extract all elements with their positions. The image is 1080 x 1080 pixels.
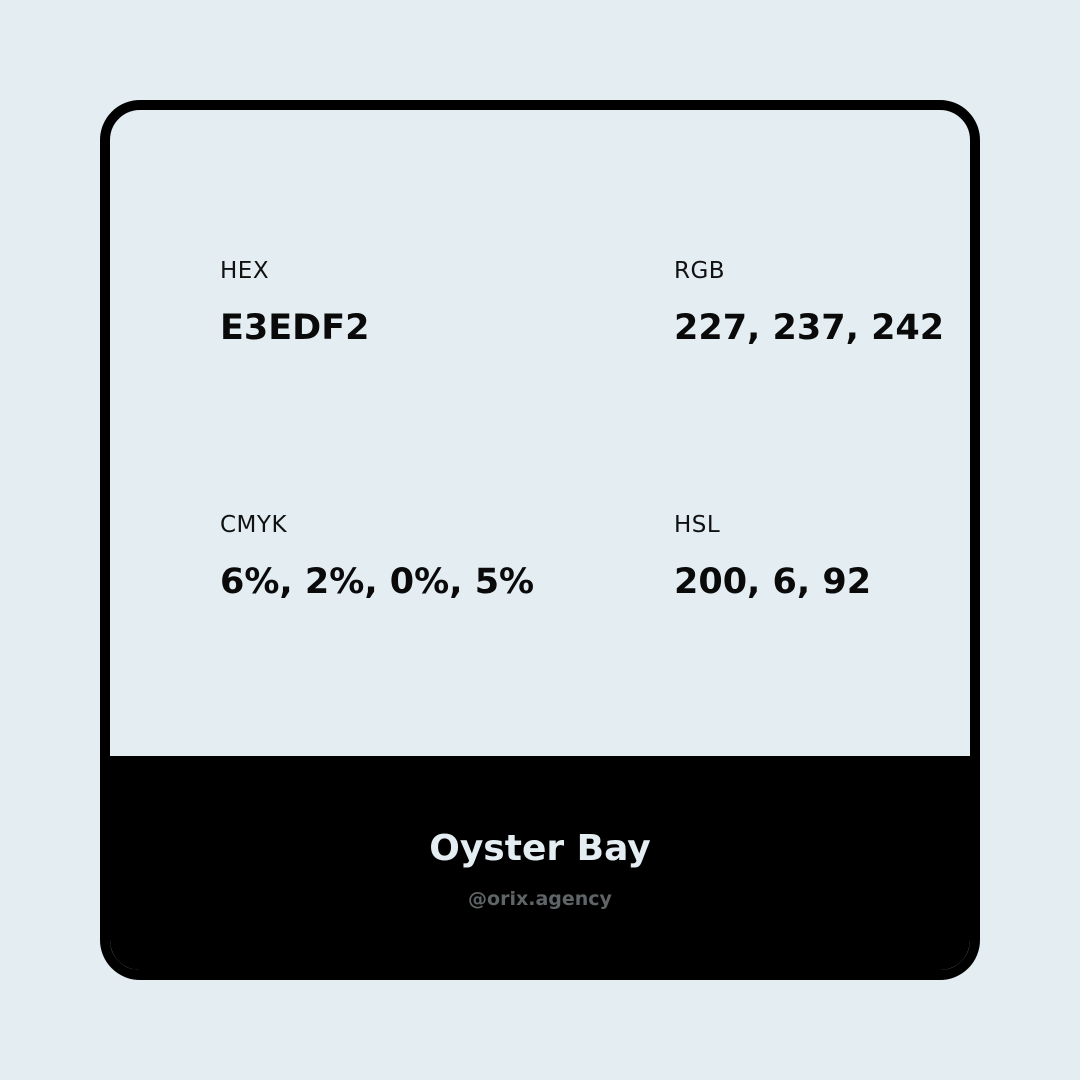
- hex-value: E3EDF2: [220, 308, 370, 348]
- rgb-value: 227, 237, 242: [674, 308, 945, 348]
- cmyk-value: 6%, 2%, 0%, 5%: [220, 562, 535, 602]
- hsl-label: HSL: [674, 512, 721, 538]
- agency-handle: @orix.agency: [468, 888, 612, 910]
- cmyk-label: CMYK: [220, 512, 288, 538]
- footer-band: Oyster Bay @orix.agency: [110, 756, 970, 970]
- color-swatch-card: HEX E3EDF2 RGB 227, 237, 242 CMYK 6%, 2%…: [100, 100, 980, 980]
- hex-label: HEX: [220, 258, 270, 284]
- color-name: Oyster Bay: [429, 828, 651, 869]
- rgb-label: RGB: [674, 258, 726, 284]
- hsl-value: 200, 6, 92: [674, 562, 872, 602]
